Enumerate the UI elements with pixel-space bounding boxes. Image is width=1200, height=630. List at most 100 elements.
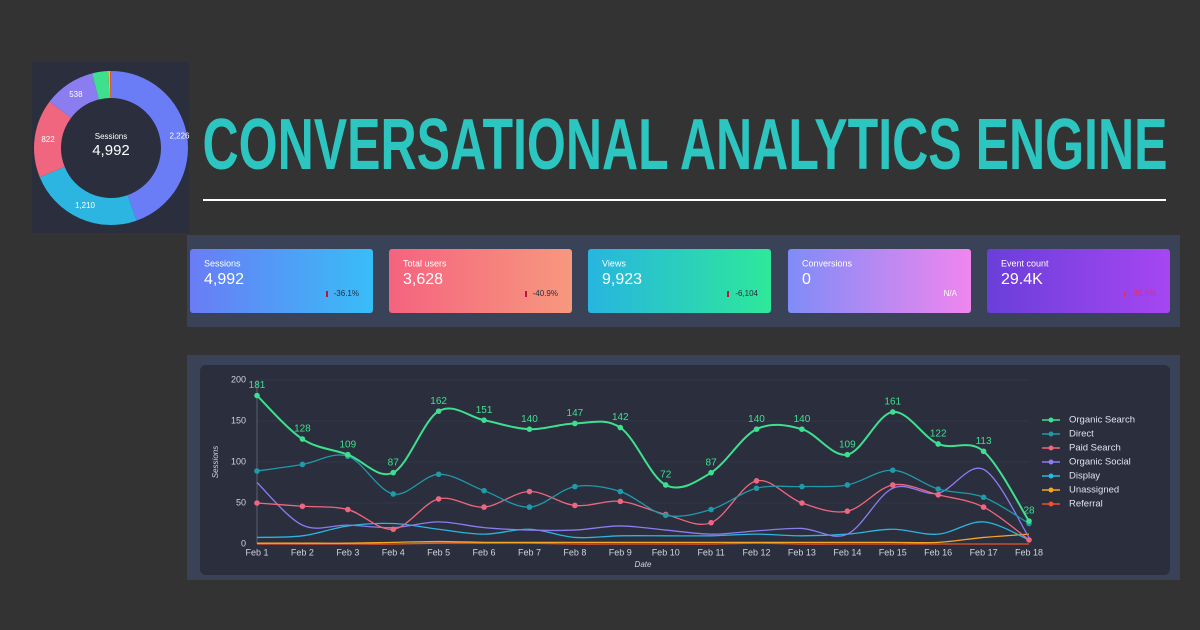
point xyxy=(345,451,351,458)
y-tick-label: 200 xyxy=(231,374,246,384)
x-tick-label: Feb 9 xyxy=(609,547,632,557)
donut-slice xyxy=(108,71,111,99)
point xyxy=(799,500,805,506)
kpi-value: 29.4K xyxy=(1001,271,1043,288)
x-tick-label: Feb 10 xyxy=(652,547,680,557)
point xyxy=(617,424,624,431)
kpi-change: N/A xyxy=(944,289,958,298)
legend-label: Display xyxy=(1069,471,1100,482)
kpi-value: 9,923 xyxy=(602,271,642,288)
data-label: 87 xyxy=(706,457,718,468)
y-tick-label: 100 xyxy=(231,456,246,466)
point xyxy=(708,506,714,513)
point xyxy=(481,504,487,510)
kpi-change: -40.9% xyxy=(533,289,558,298)
x-tick-label: Feb 4 xyxy=(382,547,405,557)
point xyxy=(799,483,805,490)
x-tick-label: Feb 3 xyxy=(336,547,359,557)
legend-dot xyxy=(1048,431,1054,437)
point xyxy=(254,392,260,399)
series-line xyxy=(256,454,1030,525)
data-label: 181 xyxy=(249,380,266,391)
kpi-label: Views xyxy=(602,258,626,268)
point xyxy=(1026,518,1032,524)
point xyxy=(572,483,578,490)
kpi-card: Total users 3,628 -40.9% xyxy=(389,249,572,313)
point xyxy=(345,506,351,513)
point xyxy=(481,417,487,423)
point xyxy=(617,498,624,505)
data-label: 140 xyxy=(521,414,538,425)
kpi-label: Total users xyxy=(403,258,447,268)
data-label: 142 xyxy=(612,412,629,423)
legend-label: Unassigned xyxy=(1069,485,1119,496)
point xyxy=(1026,537,1032,543)
kpi-change: -6,104 xyxy=(735,289,758,298)
kpi-value: 4,992 xyxy=(204,271,244,288)
legend-label: Referral xyxy=(1069,499,1103,510)
data-label: 122 xyxy=(930,429,947,440)
data-label: 151 xyxy=(476,405,493,416)
series-line xyxy=(256,480,1030,541)
x-tick-label: Feb 15 xyxy=(879,547,907,557)
down-arrow xyxy=(326,291,328,297)
point xyxy=(980,448,987,455)
slice-label: 1,210 xyxy=(75,201,96,210)
point xyxy=(390,469,397,476)
data-label: 147 xyxy=(567,408,584,419)
point xyxy=(935,441,941,447)
point xyxy=(662,482,669,488)
point xyxy=(526,504,533,510)
data-label: 140 xyxy=(794,414,811,425)
data-label: 87 xyxy=(388,457,400,468)
data-label: 109 xyxy=(839,439,856,450)
kpi-change: -30.9% xyxy=(1131,289,1156,298)
data-label: 109 xyxy=(339,439,356,450)
point xyxy=(481,487,487,494)
kpi-label: Conversions xyxy=(802,258,853,268)
legend-dot xyxy=(1048,445,1054,451)
point xyxy=(844,508,851,514)
point xyxy=(390,526,397,533)
legend-label: Organic Search xyxy=(1069,415,1135,426)
point xyxy=(753,478,760,484)
point xyxy=(935,486,941,492)
point xyxy=(572,502,578,509)
point xyxy=(435,496,442,502)
donut-center-value: 4,992 xyxy=(92,142,130,159)
x-tick-label: Feb 13 xyxy=(788,547,816,557)
x-tick-label: Feb 14 xyxy=(833,547,861,557)
down-arrow xyxy=(727,291,729,297)
point xyxy=(390,491,397,497)
y-tick-label: 50 xyxy=(236,497,246,507)
point xyxy=(299,461,306,468)
legend-dot xyxy=(1048,501,1054,507)
x-tick-label: Feb 1 xyxy=(245,547,268,557)
series-line xyxy=(256,521,1030,541)
point xyxy=(254,468,260,474)
x-tick-label: Feb 18 xyxy=(1015,547,1043,557)
point xyxy=(935,492,941,498)
x-tick-label: Feb 6 xyxy=(473,547,496,557)
donut-slice xyxy=(33,101,72,178)
point xyxy=(526,426,533,433)
point xyxy=(980,494,987,501)
x-tick-label: Feb 12 xyxy=(743,547,771,557)
kpi-card: Event count 29.4K -30.9% xyxy=(987,249,1170,313)
point xyxy=(435,471,442,478)
point xyxy=(799,426,805,433)
legend-dot xyxy=(1048,417,1054,423)
kpi-value: 0 xyxy=(802,271,811,288)
kpi-card: Sessions 4,992 -36.1% xyxy=(190,249,373,313)
point xyxy=(435,408,442,414)
series-line xyxy=(257,542,1029,545)
page-title: CONVERSATIONAL ANALYTICS ENGINE xyxy=(203,105,1168,185)
slice-label: 2,226 xyxy=(169,131,190,140)
point xyxy=(572,420,578,427)
series-line xyxy=(257,533,1030,544)
point xyxy=(708,519,714,526)
x-tick-label: Feb 11 xyxy=(697,547,724,557)
point xyxy=(526,488,533,495)
